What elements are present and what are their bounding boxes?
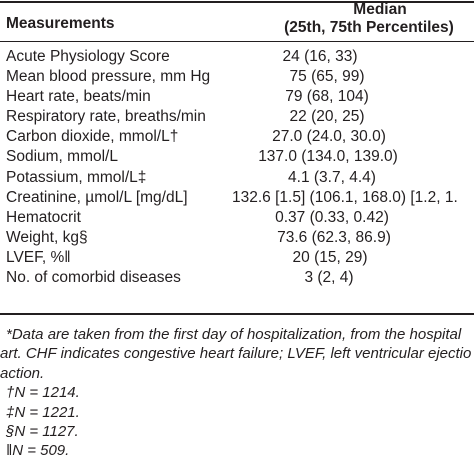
- row-label: Respiratory rate, breaths/min: [6, 108, 206, 126]
- row-value: 27.0 (24.0, 30.0): [272, 128, 386, 146]
- table-row: Creatinine, µmol/L [mg/dL] 132.6 [1.5] (1…: [0, 190, 474, 210]
- footnote-line: art. CHF indicates congestive heart fail…: [0, 345, 472, 363]
- header-measurements: Measurements: [6, 15, 115, 32]
- row-label: Heart rate, beats/min: [6, 88, 151, 106]
- bottom-rule: [0, 313, 474, 315]
- row-value: 73.6 (62.3, 86.9): [277, 228, 391, 246]
- row-value: 132.6 [1.5] (106.1, 168.0) [1.2, 1.: [232, 188, 458, 206]
- row-value: 0.37 (0.33, 0.42): [275, 208, 389, 226]
- row-label: Creatinine, µmol/L [mg/dL]: [6, 188, 188, 206]
- table-row: Respiratory rate, breaths/min 22 (20, 25): [0, 109, 474, 129]
- row-value: 75 (65, 99): [289, 68, 365, 86]
- footnotes: *Data are taken from the first day of ho…: [0, 327, 474, 463]
- table-row: Mean blood pressure, mm Hg 75 (65, 99): [0, 69, 474, 89]
- row-value: 24 (16, 33): [282, 48, 358, 65]
- row-label: Sodium, mmol/L: [6, 148, 118, 166]
- table-row: LVEF, %‖ 20 (15, 29): [0, 250, 474, 270]
- row-value: 20 (15, 29): [292, 248, 368, 266]
- row-label: Hematocrit: [6, 208, 81, 226]
- row-label: Mean blood pressure, mm Hg: [6, 68, 211, 86]
- header-percentiles: (25th, 75th Percentiles): [284, 19, 454, 36]
- row-label: Potassium, mmol/L‡: [6, 168, 147, 186]
- row-value: 22 (20, 25): [289, 108, 365, 126]
- row-value: 79 (68, 104): [285, 88, 369, 106]
- table-row: Potassium, mmol/L‡ 4.1 (3.7, 4.4): [0, 170, 474, 190]
- table-row: Weight, kg§ 73.6 (62.3, 86.9): [0, 230, 474, 250]
- header-rule: [0, 41, 474, 42]
- footnote-line: †N = 1214.: [6, 384, 80, 402]
- row-label: LVEF, %‖: [6, 248, 71, 266]
- row-value: 137.0 (134.0, 139.0): [258, 148, 398, 166]
- header-median: Median: [353, 1, 407, 18]
- row-label: Weight, kg§: [6, 228, 88, 246]
- table-row: Hematocrit 0.37 (0.33, 0.42): [0, 210, 474, 230]
- table-row: No. of comorbid diseases 3 (2, 4): [0, 270, 474, 290]
- table-row: Sodium, mmol/L 137.0 (134.0, 139.0): [0, 149, 474, 169]
- footnote-line: ‖N = 509.: [6, 442, 70, 460]
- table-row: Acute Physiology Score 24 (16, 33): [0, 49, 474, 69]
- row-value: 4.1 (3.7, 4.4): [288, 168, 376, 186]
- row-label: No. of comorbid diseases: [6, 269, 181, 287]
- table-row: Carbon dioxide, mmol/L† 27.0 (24.0, 30.0): [0, 129, 474, 149]
- table-row: Heart rate, beats/min 79 (68, 104): [0, 89, 474, 109]
- top-rule: [0, 1, 474, 3]
- row-value: 3 (2, 4): [304, 269, 354, 287]
- footnote-line: ‡N = 1221.: [6, 403, 80, 421]
- row-label: Carbon dioxide, mmol/L†: [6, 128, 179, 146]
- footnote-line: action.: [0, 364, 45, 382]
- footnote-line: §N = 1127.: [6, 422, 79, 440]
- row-label: Acute Physiology Score: [6, 48, 170, 65]
- table-body: Acute Physiology Score 24 (16, 33) Mean bl…: [0, 49, 474, 290]
- footnote-line: *Data are taken from the first day of ho…: [6, 326, 462, 343]
